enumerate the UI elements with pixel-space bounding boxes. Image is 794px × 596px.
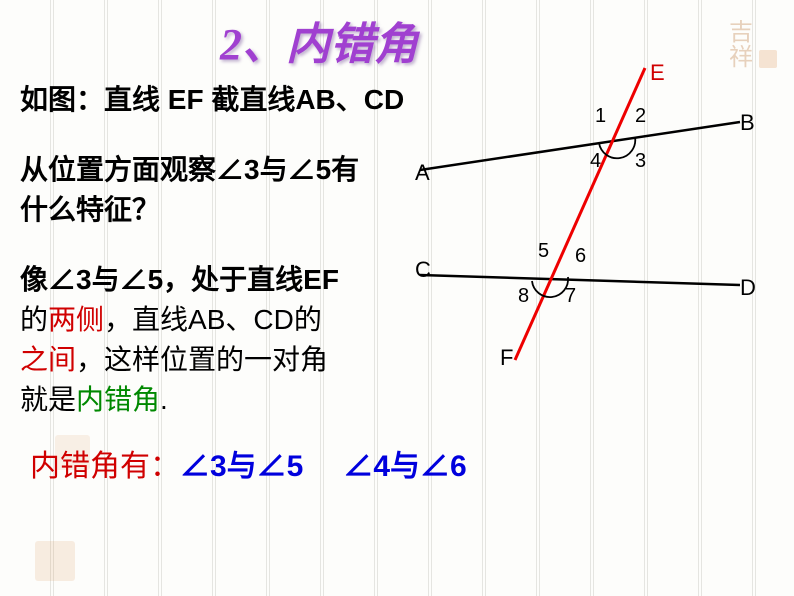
text-line-7: 就是内错角. <box>20 380 168 421</box>
text-6-red: 之间 <box>20 344 76 375</box>
text-8-blue1: ∠3与∠5 <box>180 450 303 483</box>
label-7: 7 <box>565 285 576 308</box>
label-2: 2 <box>635 105 646 128</box>
line-ab <box>420 122 740 170</box>
text-7-green: 内错角 <box>76 384 160 415</box>
label-8: 8 <box>518 285 529 308</box>
decoration-bottom-left <box>30 536 80 586</box>
text-5b: ，直线AB、CD的 <box>104 304 322 335</box>
line-cd <box>420 275 740 285</box>
text-line-3: 什么特征？ <box>20 190 160 231</box>
text-line-5: 的两侧，直线AB、CD的 <box>20 300 322 341</box>
label-B: B <box>740 110 755 136</box>
label-C: C <box>415 257 431 283</box>
line-ef <box>515 68 645 360</box>
text-line-6: 之间，这样位置的一对角 <box>20 340 328 381</box>
text-8-blue2: ∠4与∠6 <box>343 450 466 483</box>
slide-title: 2、内错角 <box>220 8 418 72</box>
label-F: F <box>500 345 513 371</box>
text-line-4: 像∠3与∠5，处于直线EF <box>20 260 339 301</box>
text-5a: 的 <box>20 304 48 335</box>
label-1: 1 <box>595 105 606 128</box>
text-line-2: 从位置方面观察∠3与∠5有 <box>20 150 359 191</box>
text-7b: . <box>160 384 168 415</box>
label-D: D <box>740 275 756 301</box>
label-E: E <box>650 60 665 86</box>
text-8-red: 内错角有： <box>30 450 180 483</box>
label-6: 6 <box>575 245 586 268</box>
text-5-red: 两侧 <box>48 304 104 335</box>
label-4: 4 <box>590 150 601 173</box>
geometry-diagram: E F A B C D 1 2 3 4 5 6 7 8 <box>420 60 770 380</box>
svg-text:吉: 吉 <box>729 19 753 46</box>
text-6b: ，这样位置的一对角 <box>76 344 328 375</box>
label-5: 5 <box>538 240 549 263</box>
text-line-8: 内错角有：∠3与∠5 ∠4与∠6 <box>30 445 467 489</box>
label-3: 3 <box>635 150 646 173</box>
text-line-1: 如图：直线 EF 截直线AB、CD <box>20 80 404 121</box>
label-A: A <box>415 160 430 186</box>
text-7a: 就是 <box>20 384 76 415</box>
